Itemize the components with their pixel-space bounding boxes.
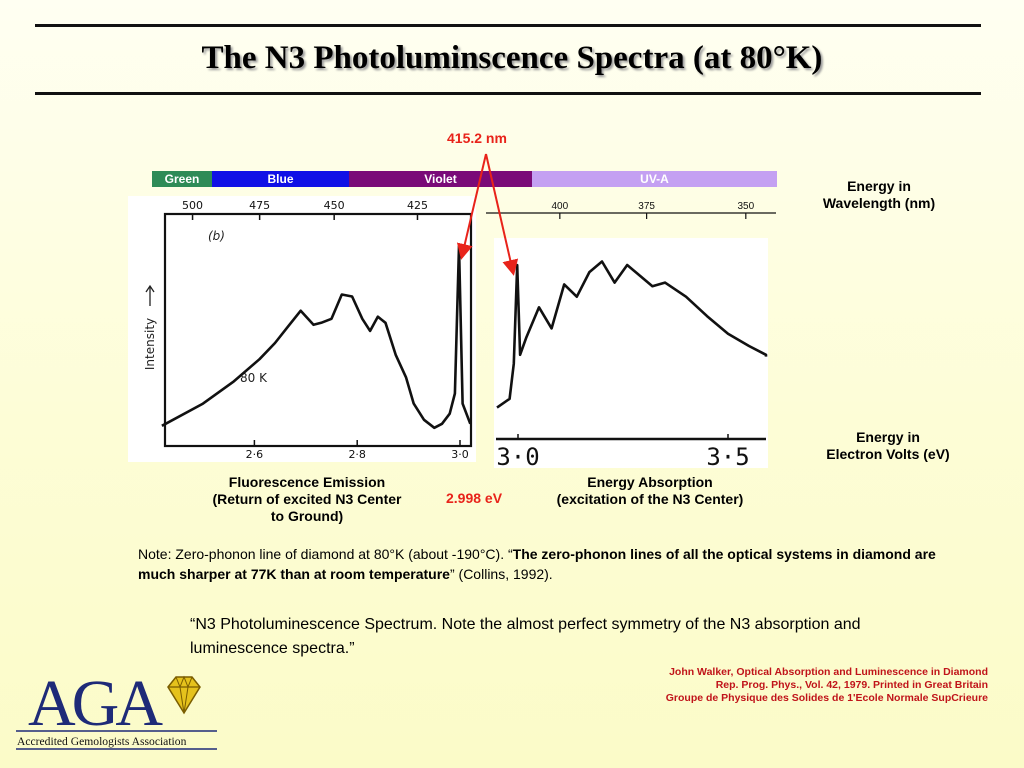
citation: John Walker, Optical Absorption and Lumi… (666, 666, 988, 705)
energy-label-line1: Energy in (856, 429, 920, 445)
citation-line3: Groupe de Physique des Solides de 1'Ecol… (665, 692, 988, 704)
emission-plot: 500 475 450 425 2·6 2·8 3·0 (b) 80 K Intensit… (143, 199, 473, 461)
note-bold: The zero-phonon lines of all the optical… (138, 546, 936, 582)
absorption-curve (496, 260, 768, 409)
top-rule (35, 24, 981, 27)
arrow-to-emission-peak (456, 153, 487, 260)
note-suffix: ” (Collins, 1992). (449, 566, 553, 582)
intensity-axis-label: Intensity (143, 318, 157, 370)
slide-title: The N3 Photoluminscence Spectra (at 80°K… (201, 40, 823, 76)
absorption-top-tick-label: 350 (737, 201, 754, 212)
emission-caption-line2: (Return of excited N3 Center (212, 491, 402, 507)
citation-line2: Rep. Prog. Phys., Vol. 42, 1979. Printed… (715, 679, 988, 691)
emission-top-tick-label: 500 (182, 199, 203, 212)
bottom-rule (35, 92, 981, 95)
emission-top-tick-label: 450 (324, 199, 345, 212)
emission-caption: Fluorescence Emission (Return of excited… (180, 474, 434, 525)
absorption-caption: Energy Absorption (excitation of the N3 … (528, 474, 772, 508)
absorption-top-tick-label: 375 (638, 201, 655, 212)
citation-line1: John Walker, Optical Absorption and Lumi… (669, 666, 988, 678)
emission-caption-line1: Fluorescence Emission (228, 474, 386, 490)
absorption-bottom-tick-label: 3·0 (496, 443, 539, 468)
absorption-caption-line1: Energy Absorption (587, 474, 713, 490)
note-prefix: Note: Zero-phonon line of diamond at 80°… (138, 546, 513, 562)
energy-axis-label: Energy in Electron Volts (eV) (800, 429, 976, 463)
emission-bottom-tick-label: 3·0 (451, 448, 469, 461)
band-blue: Blue (212, 171, 349, 187)
absorption-plot-panel: 3·0 3·5 (494, 238, 768, 471)
curve-annotation-80k: 80 K (240, 371, 268, 385)
peak-wavelength-label: 415.2 nm (447, 130, 507, 146)
emission-bottom-tick-label: 2·6 (246, 448, 264, 461)
panel-label-b: (b) (208, 229, 225, 243)
peak-arrows (456, 153, 519, 276)
aga-logo-letters: AGA (28, 667, 163, 740)
emission-caption-line3: to Ground) (270, 508, 344, 524)
emission-curve (161, 244, 472, 430)
band-violet: Violet (349, 171, 532, 187)
spectrum-quote: “N3 Photoluminescence Spectrum. Note the… (190, 616, 861, 657)
absorption-top-tick-label: 400 (551, 201, 568, 212)
absorption-plot: 3·0 3·5 (496, 260, 768, 471)
emission-top-tick-label: 475 (249, 199, 270, 212)
emission-plot-panel: 500 475 450 425 2·6 2·8 3·0 (b) 80 K Intensit… (128, 196, 476, 462)
aga-logo-graphic: AGA Accredited Gemologists Association (16, 667, 217, 750)
emission-top-tick-label: 425 (407, 199, 428, 212)
band-uva: UV-A (532, 171, 777, 187)
diamond-icon (167, 675, 201, 715)
emission-bottom-tick-label: 2·8 (348, 448, 366, 461)
absorption-caption-line2: (excitation of the N3 Center) (556, 491, 744, 507)
arrow-to-absorption-peak (485, 153, 519, 276)
zero-phonon-note: Note: Zero-phonon line of diamond at 80°… (138, 544, 938, 584)
aga-logo-name: Accredited Gemologists Association (17, 735, 187, 748)
absorption-bottom-tick-label: 3·5 (706, 443, 749, 468)
peak-energy-label: 2.998 eV (446, 490, 503, 506)
intensity-axis-arrow (145, 284, 155, 306)
wavelength-label-line1: Energy in (847, 178, 911, 194)
aga-logo: AGA Accredited Gemologists Association (14, 665, 219, 755)
energy-label-line2: Electron Volts (eV) (826, 446, 950, 462)
wavelength-label-line2: Wavelength (nm) (822, 195, 936, 211)
band-green: Green (152, 171, 212, 187)
wavelength-axis-label: Energy in Wavelength (nm) (800, 178, 958, 212)
uv-wavelength-axis: 400 375 350 (486, 201, 776, 219)
